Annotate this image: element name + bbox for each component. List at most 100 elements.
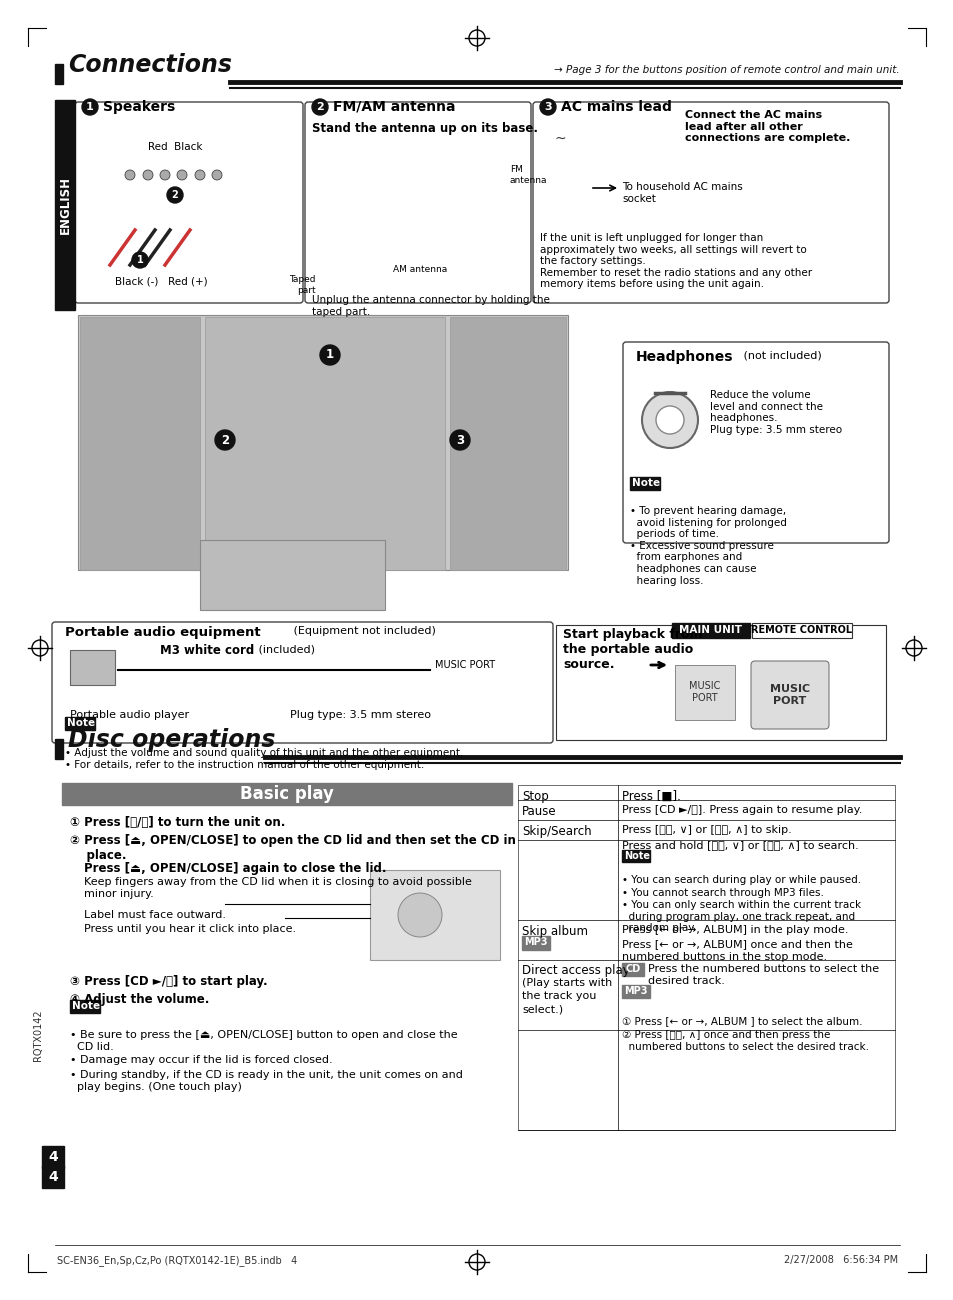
Text: • Damage may occur if the lid is forced closed.: • Damage may occur if the lid is forced … bbox=[70, 1056, 333, 1065]
Text: Stop: Stop bbox=[521, 790, 548, 803]
Text: ② Press [⏏, OPEN/CLOSE] to open the CD lid and then set the CD in
    place.: ② Press [⏏, OPEN/CLOSE] to open the CD l… bbox=[70, 835, 516, 862]
Text: Red  Black: Red Black bbox=[148, 142, 202, 152]
Text: 3: 3 bbox=[456, 433, 463, 446]
Text: 3: 3 bbox=[543, 101, 551, 112]
Circle shape bbox=[177, 170, 187, 179]
Bar bbox=[621, 963, 643, 976]
Bar bbox=[679, 103, 874, 165]
Text: ② Press [⏭⏭, ∧] once and then press the
  numbered buttons to select the desired: ② Press [⏭⏭, ∧] once and then press the … bbox=[621, 1030, 868, 1052]
Text: Pause: Pause bbox=[521, 805, 556, 818]
Text: MUSIC
PORT: MUSIC PORT bbox=[769, 684, 809, 706]
Text: AC mains lead: AC mains lead bbox=[560, 100, 671, 114]
Text: Skip/Search: Skip/Search bbox=[521, 826, 591, 838]
Text: AM antenna: AM antenna bbox=[393, 265, 447, 274]
Bar bbox=[200, 540, 385, 610]
Text: ENGLISH: ENGLISH bbox=[58, 176, 71, 234]
Text: Stand the antenna up on its base.: Stand the antenna up on its base. bbox=[312, 122, 537, 135]
Text: MUSIC
PORT: MUSIC PORT bbox=[689, 681, 720, 703]
Text: • You can only search within the current track
  during program play, one track : • You can only search within the current… bbox=[621, 900, 861, 933]
Circle shape bbox=[539, 99, 556, 114]
Circle shape bbox=[160, 170, 170, 179]
Text: Black (-)   Red (+): Black (-) Red (+) bbox=[115, 277, 208, 287]
Text: 2/27/2008   6:56:34 PM: 2/27/2008 6:56:34 PM bbox=[783, 1254, 897, 1265]
Text: Press [← or →, ALBUM] once and then the: Press [← or →, ALBUM] once and then the bbox=[621, 939, 852, 949]
Text: 4: 4 bbox=[48, 1150, 58, 1164]
Bar bbox=[70, 1000, 100, 1013]
Text: To household AC mains
socket: To household AC mains socket bbox=[621, 182, 742, 204]
FancyBboxPatch shape bbox=[75, 101, 303, 303]
Text: Connect the AC mains
lead after all other
connections are complete.: Connect the AC mains lead after all othe… bbox=[684, 111, 849, 143]
Text: Press [← or →, ALBUM] in the play mode.: Press [← or →, ALBUM] in the play mode. bbox=[621, 926, 847, 935]
Circle shape bbox=[397, 893, 441, 937]
Text: Portable audio player: Portable audio player bbox=[70, 710, 189, 720]
Text: 2: 2 bbox=[315, 101, 323, 112]
Bar bbox=[42, 1147, 64, 1167]
Text: Reduce the volume
level and connect the
headphones.
Plug type: 3.5 mm stereo: Reduce the volume level and connect the … bbox=[709, 390, 841, 434]
Bar bbox=[517, 785, 894, 1130]
Text: Disc operations: Disc operations bbox=[68, 728, 275, 751]
Circle shape bbox=[82, 99, 98, 114]
Bar bbox=[751, 623, 851, 638]
Text: Note: Note bbox=[623, 852, 649, 861]
Text: CD: CD bbox=[625, 965, 640, 974]
Text: Press [⏮⏮, ∨] or [⏭⏭, ∧] to skip.: Press [⏮⏮, ∨] or [⏭⏭, ∧] to skip. bbox=[621, 826, 791, 835]
Text: Press until you hear it click into place.: Press until you hear it click into place… bbox=[84, 924, 295, 933]
Text: Speakers: Speakers bbox=[103, 100, 175, 114]
Circle shape bbox=[312, 99, 328, 114]
Bar bbox=[78, 315, 567, 569]
FancyBboxPatch shape bbox=[622, 342, 888, 543]
Text: ① Press [← or →, ALBUM ] to select the album.: ① Press [← or →, ALBUM ] to select the a… bbox=[621, 1017, 862, 1026]
Text: Start playback from
the portable audio
source.: Start playback from the portable audio s… bbox=[562, 628, 701, 671]
Text: REMOTE CONTROL: REMOTE CONTROL bbox=[751, 625, 852, 634]
Text: Plug type: 3.5 mm stereo: Plug type: 3.5 mm stereo bbox=[290, 710, 431, 720]
Text: select.): select.) bbox=[521, 1004, 562, 1014]
Text: (Equipment not included): (Equipment not included) bbox=[290, 627, 436, 636]
Circle shape bbox=[450, 430, 470, 450]
Bar bbox=[629, 477, 659, 490]
Circle shape bbox=[125, 170, 135, 179]
Text: • You cannot search through MP3 files.: • You cannot search through MP3 files. bbox=[621, 888, 823, 898]
Text: MP3: MP3 bbox=[623, 985, 647, 996]
Text: Note: Note bbox=[631, 478, 659, 488]
Text: Direct access play: Direct access play bbox=[521, 965, 629, 978]
Bar bbox=[450, 317, 565, 569]
Circle shape bbox=[656, 406, 683, 434]
Text: 1: 1 bbox=[326, 348, 334, 361]
Text: Basic play: Basic play bbox=[240, 785, 334, 803]
Bar bbox=[62, 783, 512, 805]
Text: Press [⏏, OPEN/CLOSE] again to close the lid.: Press [⏏, OPEN/CLOSE] again to close the… bbox=[84, 862, 386, 875]
Text: Label must face outward.: Label must face outward. bbox=[84, 910, 226, 920]
Text: MUSIC PORT: MUSIC PORT bbox=[435, 660, 495, 670]
Text: Keep fingers away from the CD lid when it is closing to avoid possible
minor inj: Keep fingers away from the CD lid when i… bbox=[84, 878, 472, 898]
Circle shape bbox=[194, 170, 205, 179]
Text: (not included): (not included) bbox=[740, 350, 821, 360]
Text: → Page 3 for the buttons position of remote control and main unit.: → Page 3 for the buttons position of rem… bbox=[554, 65, 899, 75]
Text: 1: 1 bbox=[136, 255, 143, 265]
Text: If the unit is left unplugged for longer than
approximately two weeks, all setti: If the unit is left unplugged for longer… bbox=[539, 233, 811, 290]
Bar bbox=[521, 936, 550, 950]
Text: Headphones: Headphones bbox=[636, 350, 733, 364]
Bar bbox=[675, 666, 734, 720]
Bar bbox=[539, 205, 569, 218]
Bar bbox=[556, 625, 885, 740]
Bar bbox=[65, 718, 95, 731]
Bar bbox=[55, 738, 63, 759]
Circle shape bbox=[143, 170, 152, 179]
Bar bbox=[42, 1166, 64, 1188]
Bar bbox=[205, 317, 444, 569]
Text: • To prevent hearing damage,
  avoid listening for prolonged
  periods of time.
: • To prevent hearing damage, avoid liste… bbox=[629, 506, 786, 585]
Bar bbox=[80, 317, 200, 569]
Text: 4: 4 bbox=[48, 1170, 58, 1184]
Text: Press the numbered buttons to select the
desired track.: Press the numbered buttons to select the… bbox=[647, 965, 879, 985]
Bar bbox=[120, 170, 230, 230]
Text: Note: Note bbox=[541, 205, 570, 216]
Text: • Adjust the volume and sound quality of this unit and the other equipment.
• Fo: • Adjust the volume and sound quality of… bbox=[65, 747, 463, 770]
FancyBboxPatch shape bbox=[750, 660, 828, 729]
Text: Taped
part: Taped part bbox=[289, 276, 315, 295]
Circle shape bbox=[132, 252, 148, 268]
Bar bbox=[70, 650, 115, 685]
Text: FM/AM antenna: FM/AM antenna bbox=[333, 100, 455, 114]
Bar bbox=[621, 850, 649, 862]
Circle shape bbox=[641, 393, 698, 448]
Text: ~: ~ bbox=[554, 133, 565, 146]
